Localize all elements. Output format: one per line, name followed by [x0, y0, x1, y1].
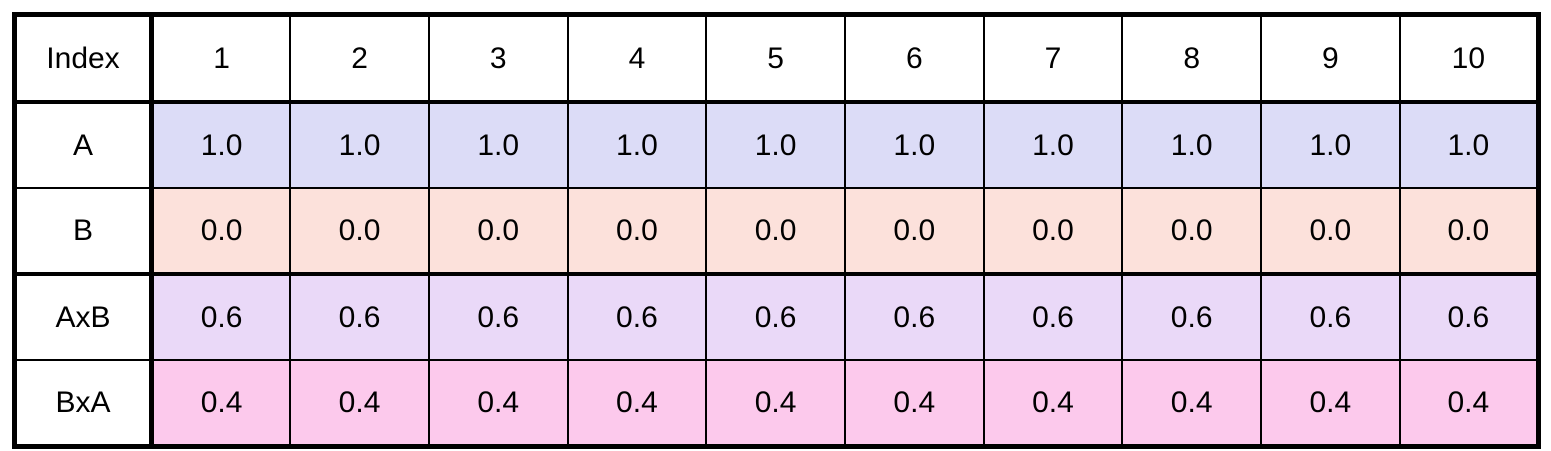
header-col-cell: 4 [566, 13, 708, 103]
value-cell: 1.0 [150, 100, 292, 189]
value-cell: 0.4 [705, 359, 846, 448]
value-cell: 0.6 [1260, 272, 1401, 361]
value-cell: 1.0 [1260, 100, 1401, 189]
value-cell: 0.6 [1398, 272, 1540, 361]
value-cell: 1.0 [427, 100, 569, 189]
header-col-cell: 6 [843, 13, 985, 103]
table-row: A 1.0 1.0 1.0 1.0 1.0 1.0 1.0 1.0 1.0 1.0 [13, 100, 1540, 189]
header-col-cell: 3 [427, 13, 569, 103]
value-cell: 0.0 [1121, 187, 1262, 275]
row-label-cell: B [13, 187, 154, 275]
row-label-cell: BxA [13, 359, 154, 448]
header-col-cell: 2 [289, 13, 430, 103]
value-cell: 0.6 [1121, 272, 1262, 361]
value-cell: 0.4 [566, 359, 708, 448]
value-cell: 1.0 [705, 100, 846, 189]
value-cell: 0.0 [289, 187, 430, 275]
table-row: BxA 0.4 0.4 0.4 0.4 0.4 0.4 0.4 0.4 0.4 0.4 [13, 359, 1540, 448]
value-cell: 0.4 [289, 359, 430, 448]
value-cell: 1.0 [1398, 100, 1540, 189]
value-cell: 0.6 [150, 272, 292, 361]
value-cell: 0.6 [566, 272, 708, 361]
value-cell: 0.4 [843, 359, 985, 448]
value-cell: 0.6 [289, 272, 430, 361]
header-col-cell: 7 [982, 13, 1124, 103]
value-cell: 1.0 [289, 100, 430, 189]
value-cell: 0.0 [1260, 187, 1401, 275]
value-cell: 0.4 [1260, 359, 1401, 448]
value-cell: 0.4 [150, 359, 292, 448]
header-col-cell: 10 [1398, 13, 1540, 103]
value-cell: 1.0 [566, 100, 708, 189]
value-cell: 0.0 [843, 187, 985, 275]
header-col-cell: 8 [1121, 13, 1262, 103]
header-row: Index 1 2 3 4 5 6 7 8 9 10 [13, 13, 1540, 103]
value-cell: 0.0 [1398, 187, 1540, 275]
value-cell: 0.0 [150, 187, 292, 275]
value-cell: 0.4 [982, 359, 1124, 448]
value-cell: 0.0 [427, 187, 569, 275]
header-index-cell: Index [13, 13, 154, 103]
value-cell: 0.6 [705, 272, 846, 361]
value-cell: 1.0 [843, 100, 985, 189]
value-cell: 0.0 [705, 187, 846, 275]
table-row: AxB 0.6 0.6 0.6 0.6 0.6 0.6 0.6 0.6 0.6 0.6 [13, 272, 1540, 361]
value-cell: 0.6 [427, 272, 569, 361]
header-col-cell: 9 [1260, 13, 1401, 103]
table-row: B 0.0 0.0 0.0 0.0 0.0 0.0 0.0 0.0 0.0 0.0 [13, 187, 1540, 275]
value-cell: 0.4 [427, 359, 569, 448]
row-label-cell: A [13, 100, 154, 189]
value-cell: 0.0 [982, 187, 1124, 275]
row-label-cell: AxB [13, 272, 154, 361]
header-col-cell: 1 [150, 13, 292, 103]
value-cell: 0.4 [1121, 359, 1262, 448]
data-table: Index 1 2 3 4 5 6 7 8 9 10 A 1.0 1.0 1.0 1.0 1.0 1.0 1.0 1.… [12, 12, 1541, 449]
value-cell: 0.6 [982, 272, 1124, 361]
value-cell: 1.0 [982, 100, 1124, 189]
data-table-body: Index 1 2 3 4 5 6 7 8 9 10 A 1.0 1.0 1.0 1.0 1.0 1.0 1.0 1.… [13, 13, 1540, 448]
value-cell: 0.4 [1398, 359, 1540, 448]
header-col-cell: 5 [705, 13, 846, 103]
value-cell: 0.0 [566, 187, 708, 275]
value-cell: 0.6 [843, 272, 985, 361]
value-cell: 1.0 [1121, 100, 1262, 189]
